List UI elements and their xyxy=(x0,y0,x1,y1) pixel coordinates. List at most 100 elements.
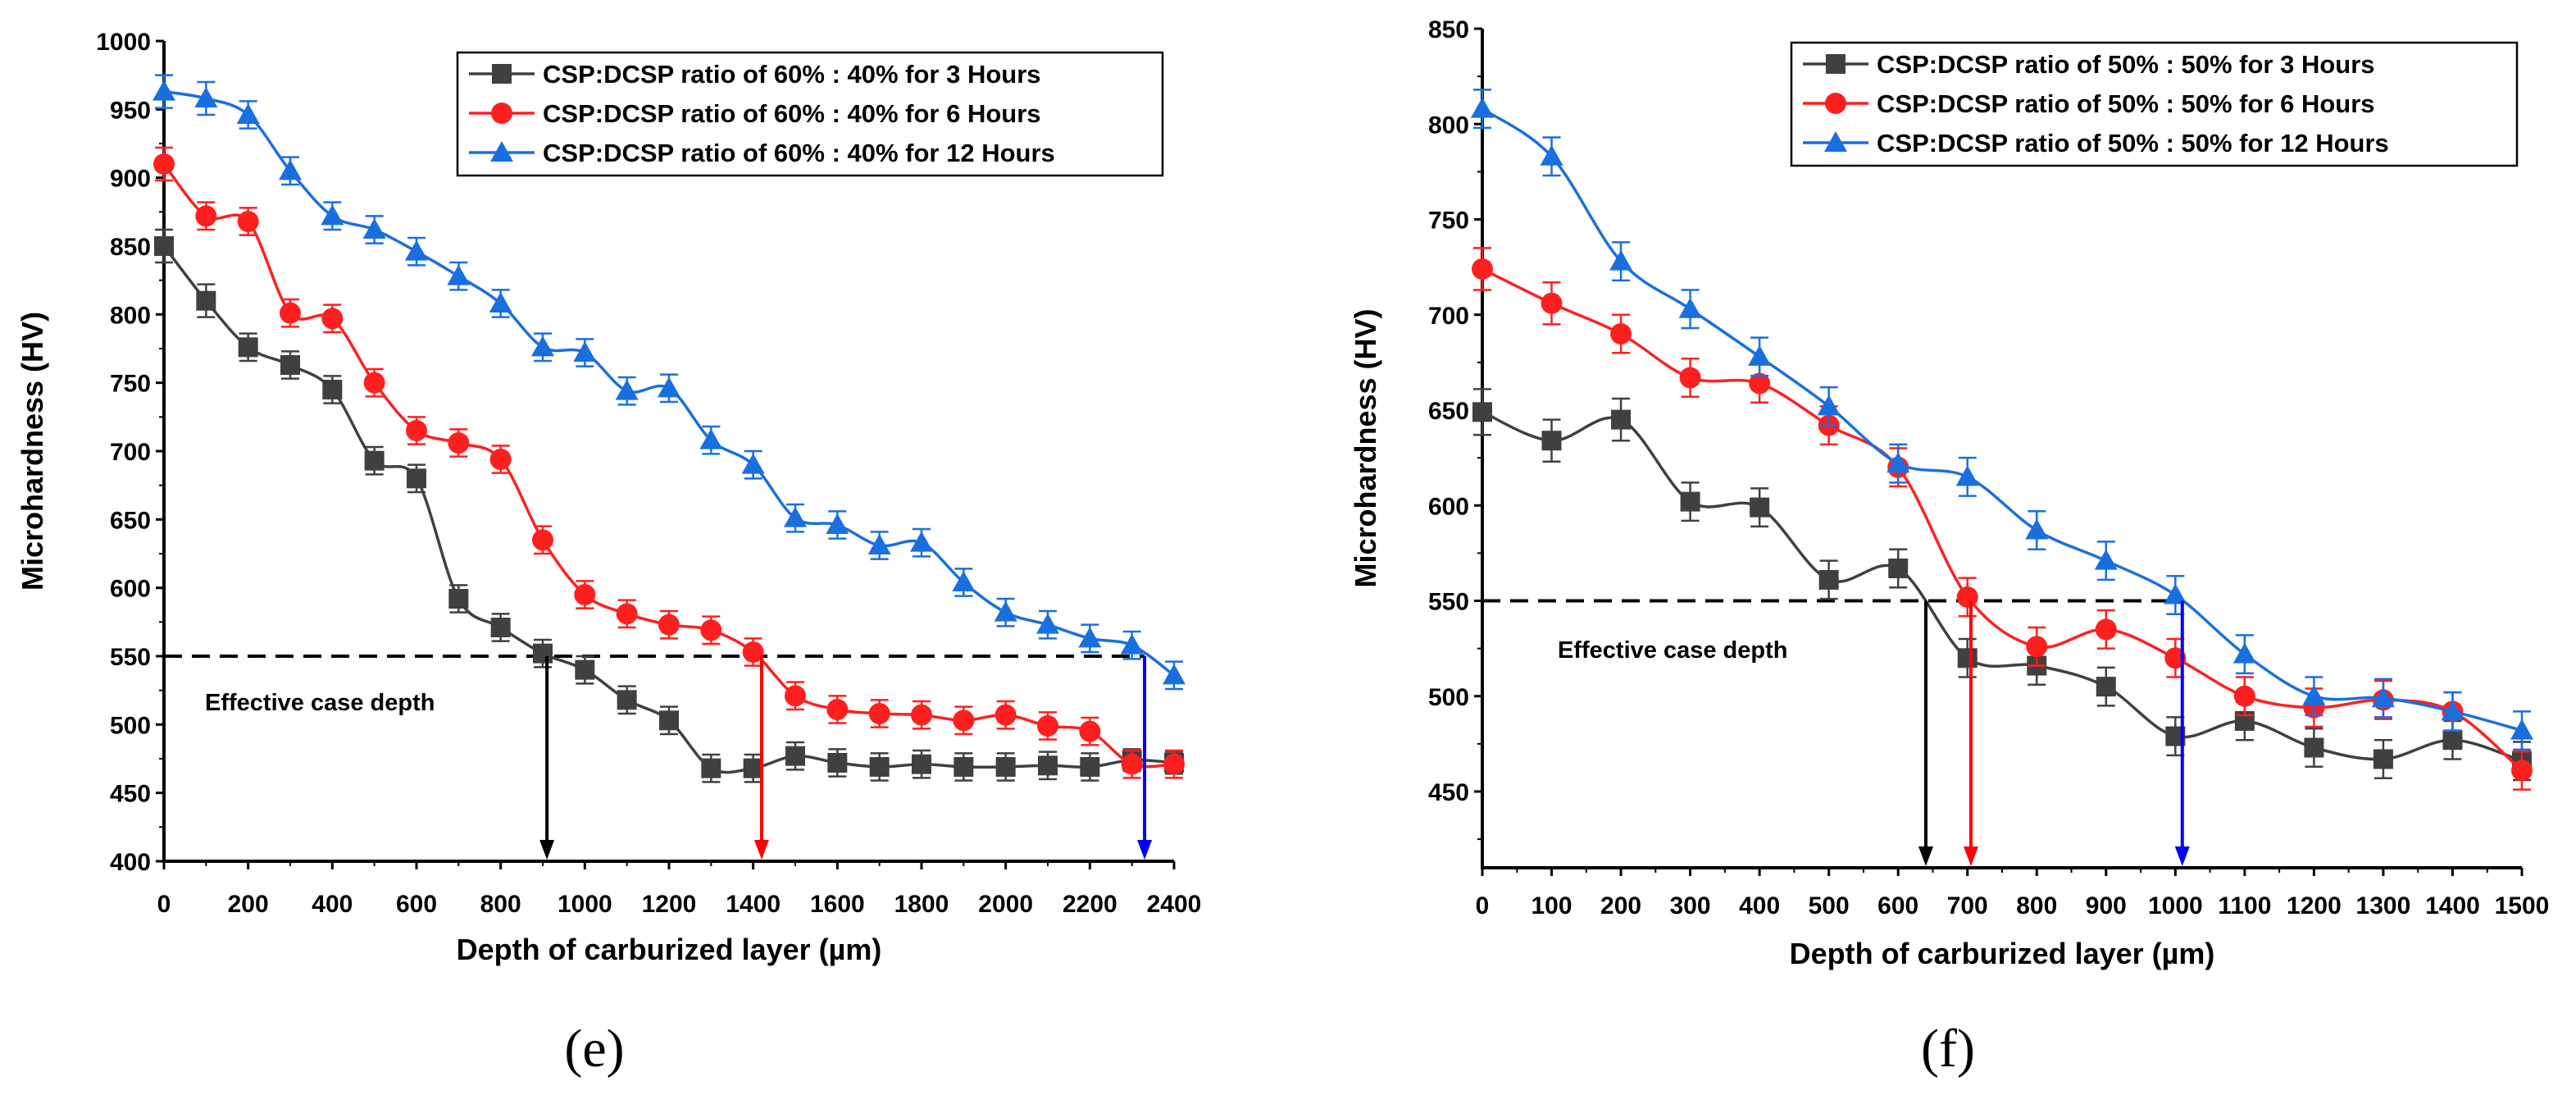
data-point xyxy=(1610,323,1632,344)
legend-box xyxy=(1790,41,2519,167)
data-point xyxy=(236,103,260,124)
data-point xyxy=(1472,258,1493,280)
y-tick-label: 850 xyxy=(1428,16,1469,43)
data-point xyxy=(784,506,807,527)
series-1 xyxy=(1472,388,2532,782)
y-tick-label: 750 xyxy=(110,371,151,398)
legend-box xyxy=(456,51,1164,177)
case-depth-arrowhead xyxy=(2174,846,2190,866)
x-axis-title: Depth of carburized layer (µm) xyxy=(1790,937,2215,970)
x-tick-label: 400 xyxy=(1739,892,1780,919)
x-tick-label: 800 xyxy=(480,891,521,918)
x-tick-label: 300 xyxy=(1670,892,1711,919)
x-tick-label: 2400 xyxy=(1147,891,1202,918)
data-point xyxy=(1817,395,1841,416)
series-3 xyxy=(1471,89,2533,751)
y-tick-label: 550 xyxy=(110,644,151,671)
series-2 xyxy=(153,146,1185,779)
series-line xyxy=(1481,107,2523,732)
y-axis-title: Microhardness (HV) xyxy=(16,312,49,591)
data-point xyxy=(953,709,975,732)
data-point xyxy=(615,379,639,400)
x-tick-label: 200 xyxy=(228,891,269,918)
x-tick-label: 1800 xyxy=(894,891,949,918)
data-point xyxy=(616,603,638,625)
x-tick-label: 1400 xyxy=(726,891,781,918)
data-point xyxy=(1956,586,1978,608)
data-point xyxy=(364,450,385,471)
data-point xyxy=(2511,760,2533,782)
y-tick-label: 900 xyxy=(110,166,151,193)
x-tick-label: 1200 xyxy=(642,891,697,918)
data-point xyxy=(1036,613,1059,634)
data-point xyxy=(785,685,806,707)
data-point xyxy=(407,468,426,489)
series-line xyxy=(1481,410,2523,763)
data-point xyxy=(2442,730,2463,751)
data-point xyxy=(994,600,1017,622)
legend-label: CSP:DCSP ratio of 60% : 40% for 6 Hours xyxy=(543,99,1041,128)
x-tick-label: 1600 xyxy=(810,891,865,918)
data-point xyxy=(659,710,679,731)
data-point xyxy=(279,159,302,180)
y-tick-label: 450 xyxy=(110,781,151,808)
data-point xyxy=(741,453,765,474)
data-point xyxy=(995,757,1016,777)
data-point xyxy=(658,376,680,398)
legend-marker xyxy=(492,64,512,84)
data-point xyxy=(448,432,470,454)
data-point xyxy=(574,584,596,605)
data-point xyxy=(405,240,428,261)
y-tick-label: 550 xyxy=(1428,589,1469,616)
x-tick-label: 1500 xyxy=(2495,892,2550,919)
case-depth-arrowhead xyxy=(1963,846,1978,866)
y-tick-label: 800 xyxy=(1428,112,1469,139)
data-point xyxy=(195,205,217,227)
data-point xyxy=(322,380,343,399)
x-tick-label: 2200 xyxy=(1063,891,1117,918)
data-point xyxy=(742,641,764,663)
data-point xyxy=(152,80,175,101)
panel-label: (f) xyxy=(1921,1019,1975,1079)
effective-case-depth-label: Effective case depth xyxy=(205,690,435,716)
data-point xyxy=(658,614,680,636)
data-point xyxy=(2096,677,2116,697)
x-tick-label: 1000 xyxy=(558,891,612,918)
data-point xyxy=(1163,753,1185,775)
data-point xyxy=(1540,144,1563,166)
legend-marker xyxy=(1825,93,1846,114)
legend: CSP:DCSP ratio of 50% : 50% for 3 Hours C… xyxy=(1790,41,2519,167)
data-point xyxy=(994,704,1017,726)
x-tick-label: 900 xyxy=(2086,892,2127,919)
data-point xyxy=(2094,549,2118,570)
data-point xyxy=(2510,719,2533,740)
data-point xyxy=(1886,452,1910,473)
data-point xyxy=(2095,618,2117,641)
x-tick-label: 600 xyxy=(396,891,437,918)
data-point xyxy=(952,571,976,591)
data-point xyxy=(1080,757,1100,777)
data-point xyxy=(362,218,386,239)
data-point xyxy=(827,753,848,773)
data-point xyxy=(532,529,553,551)
y-tick-label: 650 xyxy=(1428,398,1469,425)
y-tick-label: 700 xyxy=(1428,303,1469,330)
data-point xyxy=(2302,684,2326,705)
panel-label: (e) xyxy=(564,1019,624,1079)
data-point xyxy=(1748,344,1772,366)
data-point xyxy=(826,699,849,720)
data-point xyxy=(867,534,891,554)
data-point xyxy=(490,618,511,637)
data-point xyxy=(280,302,301,324)
data-point xyxy=(237,211,259,232)
chart-panel-e: 400 450 500 550 600 650 700 750 800 850 900 950 1000… xyxy=(16,29,1201,1079)
data-point xyxy=(1120,633,1144,655)
data-point xyxy=(1541,431,1562,451)
legend-marker xyxy=(490,141,513,162)
x-tick-label: 400 xyxy=(312,891,353,918)
y-tick-label: 650 xyxy=(110,507,151,534)
data-point xyxy=(1037,715,1058,737)
y-tick-label: 950 xyxy=(110,97,151,124)
data-point xyxy=(701,758,721,778)
